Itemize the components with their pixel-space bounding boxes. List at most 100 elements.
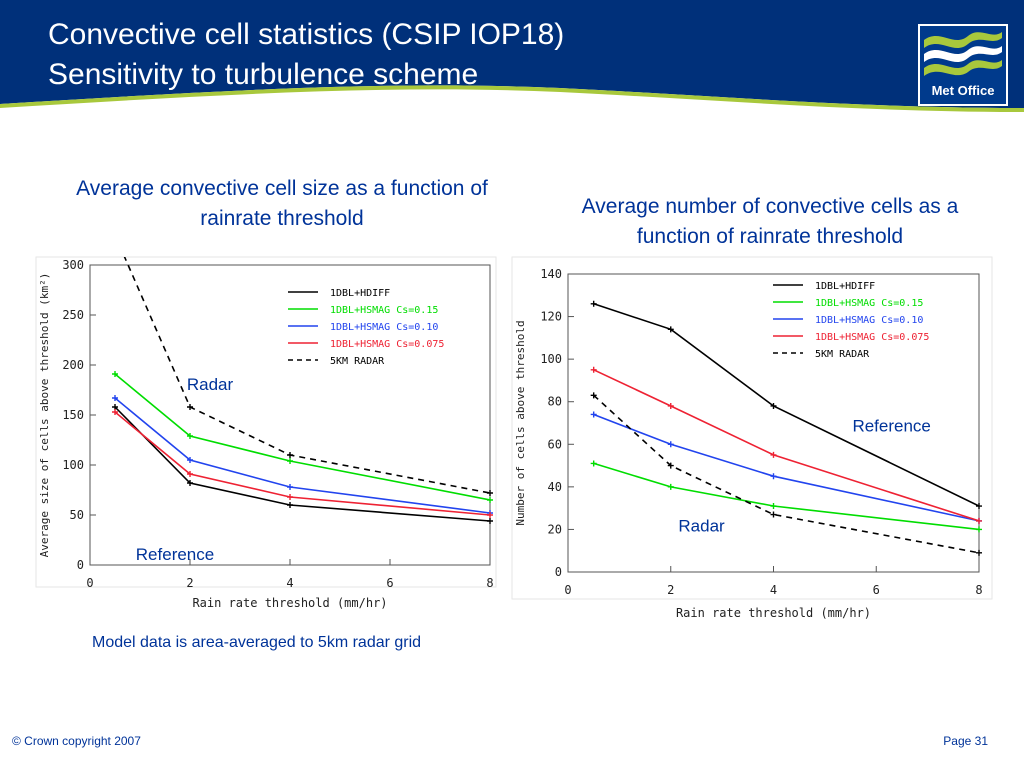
data-point: [112, 395, 118, 401]
y-tick-label: 0: [555, 565, 562, 579]
series-line-1: [593, 303, 979, 507]
legend-label: 1DBL+HDIFF: [330, 288, 390, 299]
data-point: [287, 452, 293, 458]
y-tick-label: 80: [548, 395, 562, 409]
y-tick-label: 40: [548, 480, 562, 494]
x-tick-label: 4: [770, 583, 777, 597]
y-tick-label: 20: [548, 522, 562, 536]
data-point: [770, 473, 777, 480]
met-office-logo: Met Office: [918, 24, 1008, 106]
legend-label: 1DBL+HSMAG Cs=0.15: [330, 305, 438, 316]
data-point: [487, 490, 493, 496]
data-point: [187, 457, 193, 463]
chart-frame: [511, 256, 993, 600]
legend-label: 1DBL+HSMAG Cs=0.10: [815, 315, 923, 326]
x-tick-label: 0: [86, 576, 93, 590]
slide-title-line2: Sensitivity to turbulence scheme: [48, 58, 479, 91]
header-band: Convective cell statistics (CSIP IOP18) …: [0, 0, 1024, 118]
series-line-4: [593, 369, 979, 522]
y-tick-label: 200: [62, 358, 84, 372]
data-point: [667, 402, 674, 409]
series-line-3: [593, 413, 979, 522]
data-point: [976, 549, 982, 556]
data-point: [976, 517, 982, 524]
series-line-2: [593, 462, 979, 531]
right-chart-caption: Average number of convective cells as a …: [581, 195, 959, 248]
x-tick-label: 6: [386, 576, 393, 590]
chart-frame: [35, 256, 497, 588]
data-point: [487, 518, 493, 524]
data-point: [487, 512, 493, 518]
data-point: [590, 300, 597, 307]
x-axis-label: Rain rate threshold (mm/hr): [192, 596, 387, 610]
x-tick-label: 8: [486, 576, 493, 590]
y-tick-label: 60: [548, 437, 562, 451]
data-point: [590, 366, 597, 373]
data-point: [187, 471, 193, 477]
data-point: [770, 511, 777, 518]
data-point: [770, 503, 777, 510]
copyright-footer: © Crown copyright 2007: [12, 734, 141, 748]
data-point: [976, 503, 982, 510]
y-tick-label: 150: [62, 408, 84, 422]
y-tick-label: 120: [540, 310, 562, 324]
y-axis-label: Average size of cells above threshold (k…: [38, 273, 51, 558]
series-line-1: [114, 406, 490, 522]
annotation-label: Radar: [187, 375, 234, 394]
series-line-3: [114, 397, 490, 514]
data-point: [487, 497, 493, 503]
annotation-label: Radar: [678, 517, 725, 536]
series-line-2: [114, 373, 490, 501]
wave-logo-icon: [924, 32, 1002, 76]
data-point: [590, 411, 597, 418]
annotation-label: Reference: [136, 545, 214, 564]
legend-label: 5KM RADAR: [330, 356, 385, 367]
data-point: [287, 494, 293, 500]
data-point: [187, 433, 193, 439]
data-point: [287, 458, 293, 464]
y-tick-label: 50: [70, 508, 84, 522]
legend-label: 1DBL+HSMAG Cs=0.10: [330, 322, 438, 333]
y-axis-label: Number of cells above threshold: [514, 320, 527, 525]
data-point: [287, 502, 293, 508]
x-tick-label: 0: [564, 583, 571, 597]
model-note: Model data is area-averaged to 5km radar…: [92, 634, 422, 651]
series-line-5: [123, 257, 490, 494]
legend-label: 1DBL+HSMAG Cs=0.075: [815, 332, 929, 343]
data-point: [667, 441, 674, 448]
legend-label: 1DBL+HSMAG Cs=0.15: [815, 298, 923, 309]
x-axis-label: Rain rate threshold (mm/hr): [676, 606, 871, 620]
data-point: [187, 404, 193, 410]
data-point: [770, 451, 777, 458]
y-tick-label: 250: [62, 308, 84, 322]
y-tick-label: 300: [62, 258, 84, 272]
y-tick-label: 0: [77, 558, 84, 572]
legend-label: 5KM RADAR: [815, 349, 870, 360]
data-point: [976, 526, 982, 533]
data-point: [667, 462, 674, 469]
chart-1: 0 2 4 6 8 0 50 100 150 200 250 300 Rain rate thresho…: [35, 256, 497, 610]
series-line-5: [593, 394, 979, 554]
x-tick-label: 8: [975, 583, 982, 597]
y-tick-label: 100: [62, 458, 84, 472]
data-point: [667, 483, 674, 490]
legend-label: 1DBL+HSMAG Cs=0.075: [330, 339, 444, 350]
legend-label: 1DBL+HDIFF: [815, 281, 875, 292]
slide-title-line1: Convective cell statistics (CSIP IOP18): [48, 18, 565, 51]
y-tick-label: 140: [540, 267, 562, 281]
data-point: [112, 409, 118, 415]
x-tick-label: 6: [873, 583, 880, 597]
x-tick-label: 2: [667, 583, 674, 597]
x-tick-label: 4: [286, 576, 293, 590]
header-background: [0, 0, 1024, 118]
annotation-label: Reference: [852, 417, 930, 436]
series-line-4: [114, 411, 490, 516]
data-point: [112, 371, 118, 377]
logo-text: Met Office: [931, 83, 995, 98]
x-tick-label: 2: [186, 576, 193, 590]
page-number: Page 31: [943, 734, 988, 748]
data-point: [770, 402, 777, 409]
left-chart-caption: Average convective cell size as a functi…: [76, 177, 488, 230]
